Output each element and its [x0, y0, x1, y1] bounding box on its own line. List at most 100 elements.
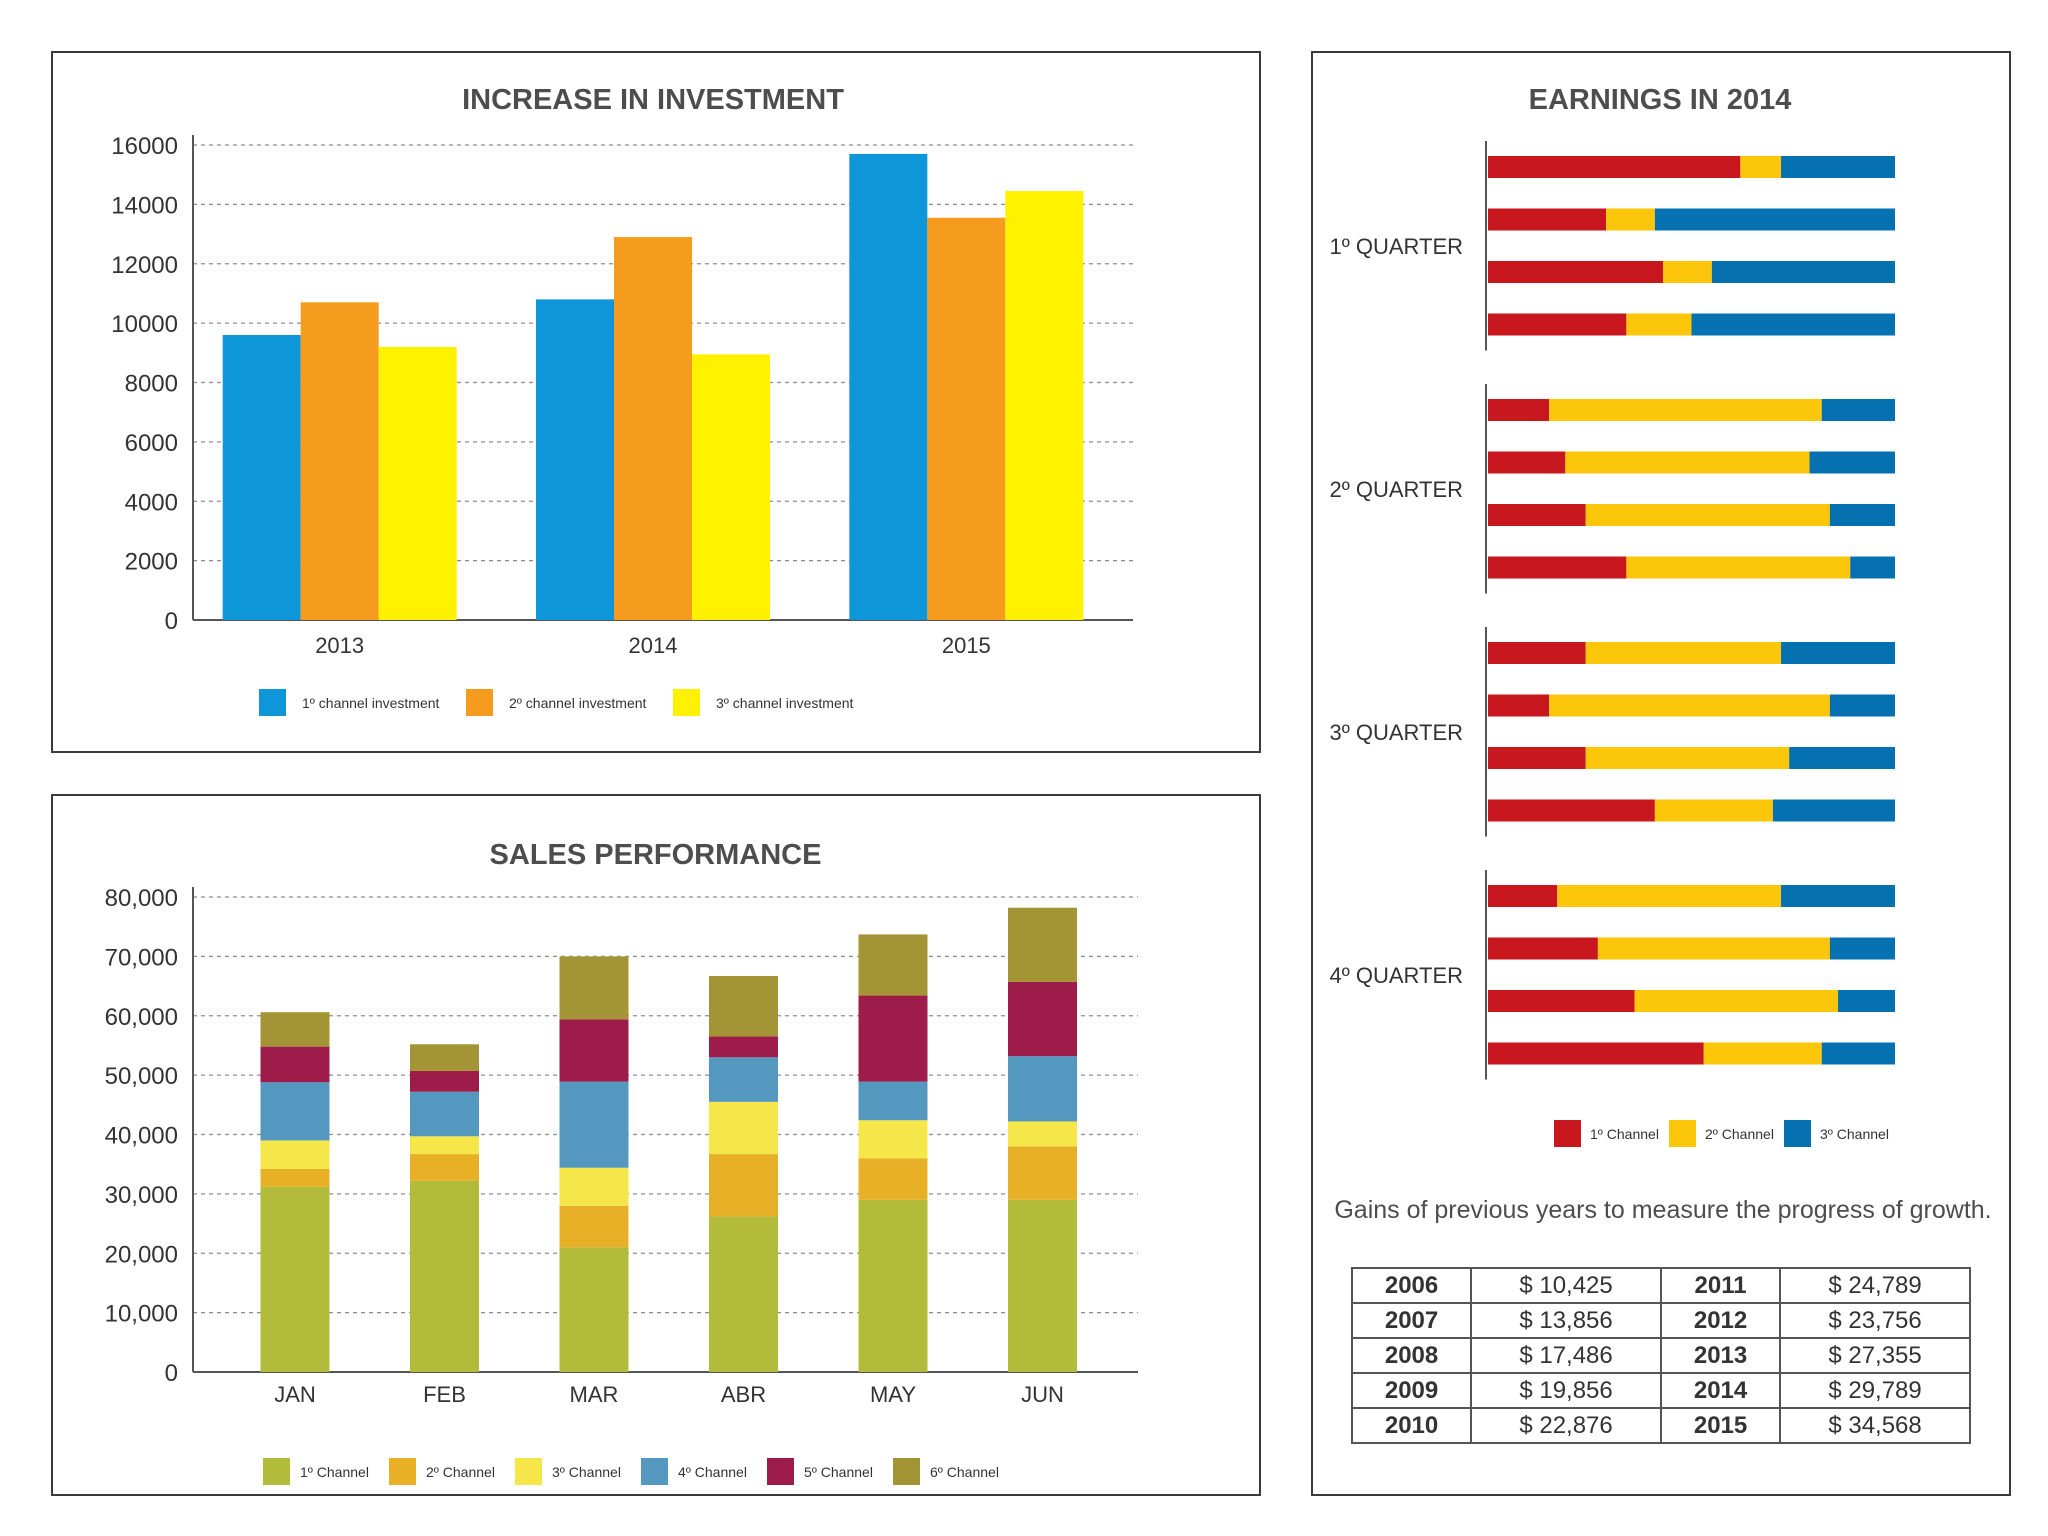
- investment-chart: INCREASE IN INVESTMENT 0 2000 4000 6000 8000 1…: [111, 84, 1133, 716]
- y-tick-label: 2000: [125, 549, 178, 576]
- bar-segment: [1821, 1042, 1895, 1065]
- bar-segment: [1557, 885, 1782, 907]
- bar-segment: [1488, 208, 1607, 231]
- quarter-label: 4º QUARTER: [1329, 963, 1463, 988]
- bar-segment: [1488, 642, 1586, 664]
- bar-segment: [1634, 990, 1839, 1012]
- bar-segment: [1488, 990, 1635, 1012]
- year-cell: 2012: [1659, 1302, 1782, 1339]
- sales-chart: SALES PERFORMANCE 0 10,000 20,000 30,000 40,0…: [105, 839, 1138, 1485]
- bar-segment: [410, 1180, 479, 1372]
- bar-segment: [559, 956, 629, 1020]
- legend-swatch: [466, 689, 493, 716]
- bar-segment: [559, 1247, 629, 1372]
- bar: [378, 346, 457, 620]
- chart-title: SALES PERFORMANCE: [490, 839, 822, 871]
- bar-segment: [858, 1158, 928, 1200]
- bar-segment: [1008, 1146, 1077, 1200]
- bar-segment: [410, 1136, 479, 1155]
- legend-swatch: [767, 1458, 794, 1485]
- quarter-label: 2º QUARTER: [1329, 477, 1463, 502]
- bar-segment: [260, 1168, 330, 1187]
- bar-segment: [559, 1019, 629, 1082]
- bar-segment: [1008, 981, 1077, 1057]
- bar-segment: [709, 1101, 778, 1155]
- bar-segment: [1711, 261, 1895, 283]
- bar-segment: [1781, 642, 1895, 664]
- amount-cell: $ 24,789: [1779, 1267, 1971, 1304]
- bar-segment: [709, 1057, 778, 1102]
- bar-segment: [1585, 747, 1790, 769]
- bar-segment: [1838, 990, 1895, 1012]
- y-tick-label: 60,000: [105, 1004, 178, 1031]
- bar-segment: [1585, 504, 1830, 526]
- amount-cell: $ 22,876: [1470, 1407, 1662, 1444]
- gains-table: 2006 $ 10,425 2011 $ 24,789 2007 $ 13,856 2012…: [1350, 1267, 1971, 1444]
- y-tick-label: 12000: [111, 252, 178, 279]
- bar-segment: [1565, 451, 1810, 474]
- table-row: 2007 $ 13,856 2012 $ 23,756: [1350, 1302, 1971, 1339]
- table-row: 2010 $ 22,876 2015 $ 34,568: [1350, 1407, 1971, 1444]
- legend-label: 2º Channel: [1705, 1126, 1774, 1142]
- bar-segment: [1789, 747, 1895, 769]
- bar: [300, 302, 379, 620]
- bar-segment: [559, 1167, 629, 1206]
- chart-title: INCREASE IN INVESTMENT: [462, 84, 844, 116]
- legend-label: 1º Channel: [300, 1464, 369, 1480]
- quarter-label: 1º QUARTER: [1329, 234, 1463, 259]
- bar-segment: [1772, 799, 1895, 822]
- year-cell: 2015: [1659, 1407, 1782, 1444]
- chart-title: EARNINGS IN 2014: [1529, 84, 1792, 116]
- legend-label: 2º Channel: [426, 1464, 495, 1480]
- bar-segment: [1488, 799, 1655, 822]
- bar-segment: [260, 1046, 330, 1083]
- amount-cell: $ 19,856: [1470, 1372, 1662, 1409]
- bar-segment: [1654, 208, 1895, 231]
- bar-segment: [1488, 937, 1598, 960]
- sales-panel: SALES PERFORMANCE 0 10,000 20,000 30,000 40,0…: [51, 794, 1261, 1496]
- bar-segment: [1663, 261, 1712, 283]
- bar-segment: [1488, 261, 1664, 283]
- y-tick-label: 30,000: [105, 1182, 178, 1209]
- bar-segment: [1829, 937, 1895, 960]
- bar: [1005, 191, 1084, 620]
- y-tick-label: 4000: [125, 489, 178, 516]
- bar-segment: [858, 934, 928, 996]
- bar-segment: [410, 1091, 479, 1137]
- amount-cell: $ 34,568: [1779, 1407, 1971, 1444]
- bar-segment: [709, 1036, 778, 1058]
- legend-swatch: [259, 689, 286, 716]
- x-tick-label: JAN: [274, 1382, 316, 1407]
- y-tick-label: 0: [165, 1360, 178, 1387]
- x-tick-label: FEB: [423, 1382, 466, 1407]
- y-tick-label: 20,000: [105, 1241, 178, 1268]
- bar-segment: [559, 1205, 629, 1248]
- bar: [927, 217, 1006, 620]
- bar-segment: [1821, 399, 1895, 421]
- table-row: 2008 $ 17,486 2013 $ 27,355: [1350, 1337, 1971, 1374]
- bar-segment: [1691, 313, 1895, 336]
- bar-segment: [1809, 451, 1895, 474]
- bar-segment: [1606, 208, 1655, 231]
- bar-segment: [410, 1154, 479, 1181]
- bar-segment: [1488, 885, 1558, 907]
- bar: [692, 354, 770, 620]
- bar-segment: [1626, 556, 1851, 579]
- bar-segment: [1781, 885, 1895, 907]
- year-cell: 2009: [1350, 1372, 1473, 1409]
- legend-swatch: [641, 1458, 668, 1485]
- bar: [614, 237, 692, 620]
- legend-label: 3º Channel: [1820, 1126, 1889, 1142]
- bar-segment: [1008, 1121, 1077, 1147]
- amount-cell: $ 23,756: [1779, 1302, 1971, 1339]
- legend-label: 4º Channel: [678, 1464, 747, 1480]
- bar-segment: [1488, 156, 1741, 178]
- legend-label: 3º Channel: [552, 1464, 621, 1480]
- bar-segment: [260, 1140, 330, 1169]
- table-row: 2009 $ 19,856 2014 $ 29,789: [1350, 1372, 1971, 1409]
- year-cell: 2013: [1659, 1337, 1782, 1374]
- amount-cell: $ 10,425: [1470, 1267, 1662, 1304]
- table-row: 2006 $ 10,425 2011 $ 24,789: [1350, 1267, 1971, 1304]
- bar-segment: [858, 1199, 928, 1372]
- earnings-chart: EARNINGS IN 2014 1º QUARTER 2º QUARTER 3º Q…: [1329, 84, 1895, 1147]
